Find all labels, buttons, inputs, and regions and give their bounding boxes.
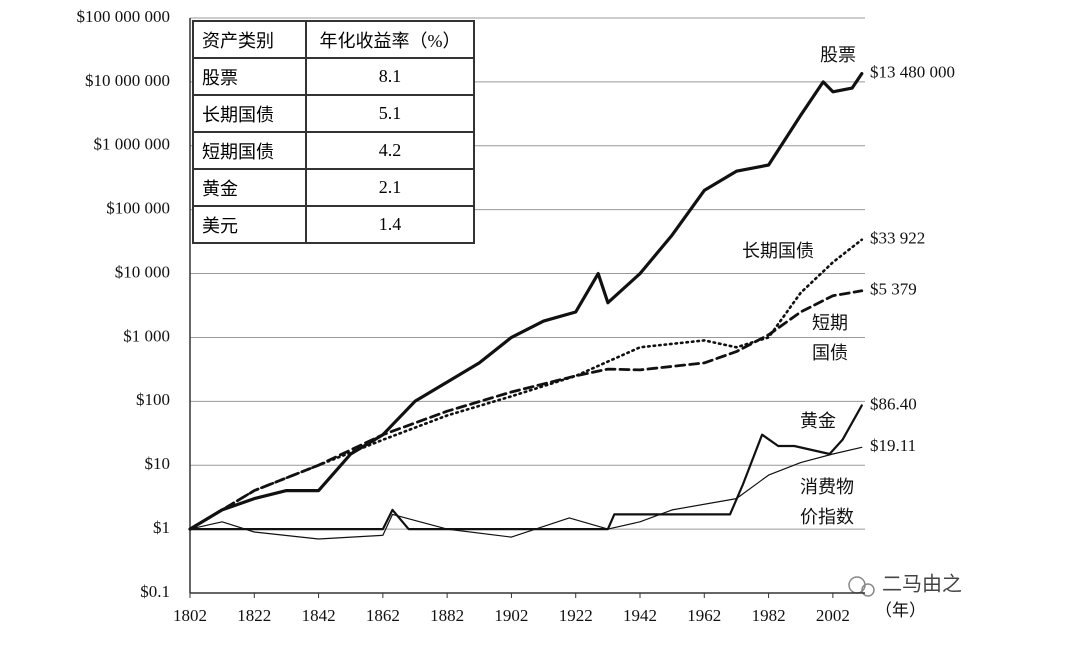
series-label: 长期国债 xyxy=(742,241,814,261)
table-cell: 黄金 xyxy=(192,168,307,207)
end-label: $19.11 xyxy=(870,436,916,455)
x-tick-label: 1882 xyxy=(430,606,464,625)
table-row: 黄金 2.1 xyxy=(192,168,475,207)
table-cell: 2.1 xyxy=(305,168,475,207)
x-tick-label: 2002 xyxy=(816,606,850,625)
x-tick-label: 1942 xyxy=(623,606,657,625)
table-cell: 5.1 xyxy=(305,94,475,133)
end-label: $33 922 xyxy=(870,229,925,248)
series-line xyxy=(188,72,864,531)
end-label: $13 480 000 xyxy=(870,63,955,82)
y-tick-label: $100 000 xyxy=(106,199,170,218)
x-tick-label: 1922 xyxy=(559,606,593,625)
series-label: 股票 xyxy=(820,45,856,65)
table-row: 美元 1.4 xyxy=(192,205,475,244)
table-cell: 年化收益率（%） xyxy=(305,20,475,59)
series-label: 短期国债 xyxy=(812,313,848,363)
table-cell: 资产类别 xyxy=(192,20,307,59)
y-tick-label: $1 000 000 xyxy=(94,135,171,154)
series-label: 消费物价指数 xyxy=(800,477,854,527)
table-row: 长期国债 5.1 xyxy=(192,94,475,133)
end-label: $5 379 xyxy=(870,280,917,299)
x-unit: （年） xyxy=(875,601,926,620)
x-tick-label: 1862 xyxy=(366,606,400,625)
y-tick-label: $100 xyxy=(136,390,170,409)
y-tick-label: $10 000 000 xyxy=(85,71,170,90)
end-label: $86.40 xyxy=(870,394,917,413)
table-cell: 长期国债 xyxy=(192,94,307,133)
series-line xyxy=(188,289,864,531)
y-tick-label: $10 xyxy=(145,454,171,473)
series-line xyxy=(188,238,864,531)
y-tick-label: $100 000 000 xyxy=(77,7,171,26)
table-row: 短期国债 4.2 xyxy=(192,131,475,170)
x-tick-label: 1982 xyxy=(752,606,786,625)
x-tick-label: 1842 xyxy=(302,606,336,625)
x-tick-label: 1822 xyxy=(237,606,271,625)
y-tick-label: $10 000 xyxy=(115,262,170,281)
table-cell: 4.2 xyxy=(305,131,475,170)
series-label: 黄金 xyxy=(800,411,836,431)
table-cell: 短期国债 xyxy=(192,131,307,170)
y-tick-label: $1 xyxy=(153,518,170,537)
table-row: 股票 8.1 xyxy=(192,57,475,96)
series-line xyxy=(188,404,863,531)
watermark: 二马由之 xyxy=(882,572,962,596)
table-cell: 1.4 xyxy=(305,205,475,244)
y-tick-label: $1 000 xyxy=(123,326,170,345)
x-tick-label: 1902 xyxy=(494,606,528,625)
table-cell: 8.1 xyxy=(305,57,475,96)
returns-table: 资产类别 年化收益率（%） 股票 8.1 长期国债 5.1 短期国债 4.2 黄金 2.… xyxy=(192,20,475,244)
table-cell: 股票 xyxy=(192,57,307,96)
table-header: 资产类别 年化收益率（%） xyxy=(192,20,475,59)
x-tick-label: 1802 xyxy=(173,606,207,625)
table-cell: 美元 xyxy=(192,205,307,244)
series-line xyxy=(189,446,863,540)
y-tick-label: $0.1 xyxy=(140,582,170,601)
x-tick-label: 1962 xyxy=(687,606,721,625)
